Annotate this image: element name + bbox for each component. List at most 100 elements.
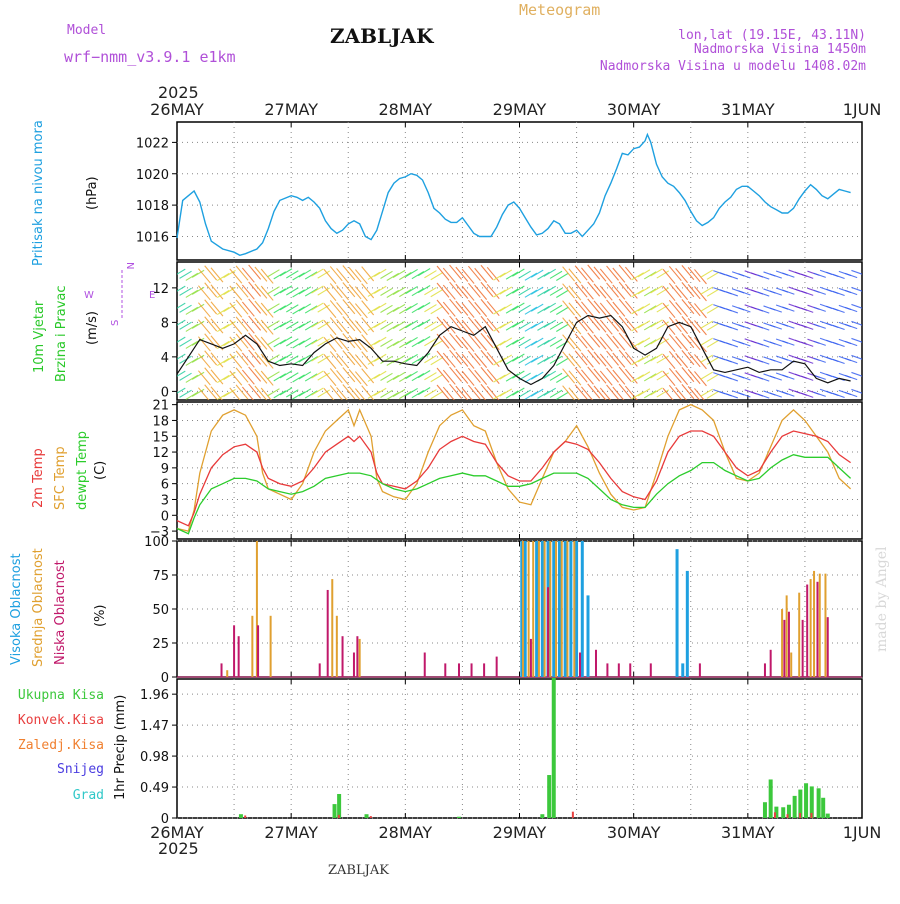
- wind-arrow: [191, 354, 205, 363]
- wind-arrow: [757, 308, 770, 314]
- mid-cloud-bar: [555, 541, 558, 677]
- wind-arrow: [367, 271, 381, 280]
- temp-2m-line: [176, 430, 851, 527]
- wind-arrow: [361, 351, 375, 367]
- wind-arrow: [286, 321, 299, 330]
- wind-arrow: [675, 318, 689, 335]
- year-top: 2025: [158, 83, 199, 102]
- wind-arrow: [304, 271, 318, 280]
- wind-arrow: [267, 337, 280, 346]
- wind-arrow: [367, 390, 381, 399]
- wind-arrow: [706, 373, 720, 382]
- wind-arrow: [323, 354, 337, 370]
- total-precip-bar: [781, 807, 786, 818]
- wind-arrow: [612, 301, 626, 317]
- wind-arrow: [650, 370, 663, 379]
- wind-arrow: [543, 285, 557, 294]
- wind-arrow: [769, 307, 782, 313]
- wind-arrow: [248, 264, 262, 280]
- wind-arrow: [568, 353, 582, 369]
- mid-cloud-bar: [251, 615, 254, 677]
- wind-arrow: [801, 358, 814, 364]
- wind-arrow: [449, 332, 462, 348]
- wind-arrow: [411, 372, 425, 382]
- wind-arrow: [436, 350, 450, 366]
- wind-arrow: [455, 300, 469, 316]
- wind-arrow: [235, 384, 249, 400]
- wind-arrow: [694, 303, 707, 319]
- wind-arrow: [260, 319, 274, 335]
- wind-arrow: [706, 322, 720, 331]
- wind-arrow: [574, 384, 588, 400]
- wind-arrow: [177, 268, 186, 275]
- wind-arrow: [342, 265, 356, 281]
- wind-arrow: [392, 269, 406, 279]
- wind-arrow: [260, 370, 274, 386]
- wind-arrow: [386, 306, 400, 316]
- wind-arrow: [587, 315, 601, 331]
- wind-arrow: [700, 286, 714, 295]
- wind-speed-line: [176, 314, 851, 386]
- wind-arrow: [348, 352, 362, 368]
- sfc-temp-line: [176, 403, 852, 532]
- wind-arrow: [348, 386, 362, 400]
- wind-arrow: [254, 300, 268, 316]
- wind-arrow: [518, 355, 531, 364]
- wind-arrow: [662, 370, 676, 387]
- wind-arrow: [593, 283, 607, 299]
- wind-arrow: [543, 319, 557, 328]
- time-label: 1JUN: [843, 100, 882, 119]
- wind-arrow: [373, 285, 387, 294]
- wind-arrow: [480, 332, 494, 349]
- high-cloud-bar: [523, 541, 527, 677]
- wind-arrow: [361, 368, 375, 384]
- y-tick-label: 1.47: [140, 719, 169, 734]
- wind-arrow: [662, 336, 676, 353]
- wind-arrow: [844, 340, 858, 347]
- wind-arrow: [380, 304, 393, 313]
- wind-arrow: [380, 338, 393, 347]
- wind-arrow: [524, 323, 538, 332]
- wind-arrow: [593, 368, 607, 384]
- wind-arrow: [568, 268, 582, 284]
- wind-arrow: [505, 305, 519, 314]
- wind-arrow: [179, 304, 192, 313]
- low-cloud-bar: [423, 652, 426, 677]
- wind-arrow: [512, 387, 525, 396]
- wind-arrow: [248, 366, 262, 382]
- wind-arrow: [618, 349, 632, 365]
- wind-arrow: [493, 357, 506, 366]
- wind-arrow: [631, 306, 644, 315]
- wind-arrow: [694, 371, 707, 387]
- wind-arrow: [286, 372, 299, 381]
- time-axis-bottom: 26MAY 27MAY 28MAY 29MAY 30MAY 31MAY 1JUN: [150, 823, 881, 842]
- wind-arrow: [417, 370, 431, 379]
- total-precip-bar: [551, 677, 556, 818]
- wind-arrow: [668, 299, 682, 316]
- wind-arrow: [493, 289, 506, 298]
- wind-arrow: [656, 287, 670, 296]
- time-label: 28MAY: [379, 100, 433, 119]
- wind-arrow: [493, 272, 506, 281]
- wind-arrow: [813, 289, 826, 295]
- mid-cloud-bar: [527, 541, 530, 677]
- wind-arrow: [568, 319, 582, 335]
- conv-precip-bar: [571, 811, 574, 818]
- wind-arrow: [518, 389, 531, 398]
- wind-arrow: [518, 304, 531, 313]
- temp-unit: (C): [93, 461, 108, 480]
- wind-arrow: [581, 318, 594, 334]
- wind-arrow: [757, 342, 770, 348]
- wind-arrow: [436, 265, 450, 281]
- wind-arrow: [342, 367, 356, 383]
- wind-arrow: [367, 288, 381, 297]
- wind-arrow: [449, 349, 462, 365]
- wind-arrow: [675, 386, 687, 400]
- wind-arrow: [342, 282, 356, 298]
- wind-arrow: [336, 302, 349, 318]
- wind-arrow: [204, 282, 218, 298]
- wind-arrow: [643, 373, 657, 382]
- wind-arrow: [185, 323, 199, 332]
- wind-arrow: [411, 389, 425, 399]
- wind-arrow: [273, 322, 287, 331]
